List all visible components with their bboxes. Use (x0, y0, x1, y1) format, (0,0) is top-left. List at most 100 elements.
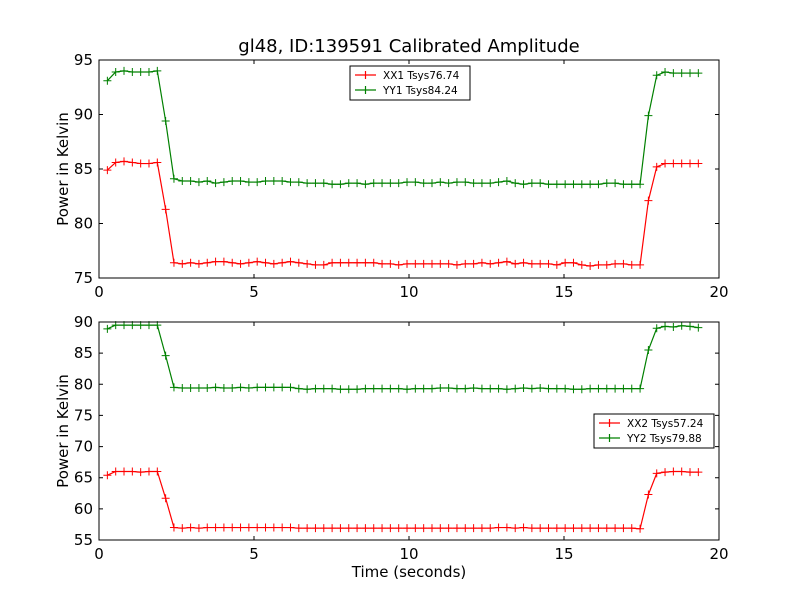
subplot-1: gl48, ID:139591 Calibrated Amplitude 0 5 10… (54, 36, 729, 301)
data-point (361, 180, 370, 189)
data-point (386, 524, 395, 533)
data-point (269, 176, 278, 185)
data-point (652, 162, 661, 171)
data-point (278, 258, 287, 267)
data-point (378, 179, 387, 188)
data-point (178, 524, 187, 533)
data-point (661, 159, 670, 168)
data-point (477, 384, 486, 393)
data-point (236, 523, 245, 532)
y-tick-label: 95 (74, 51, 93, 69)
data-point (311, 260, 320, 269)
data-point (328, 384, 337, 393)
data-point (636, 524, 645, 533)
data-point (586, 262, 595, 271)
data-point (228, 176, 237, 185)
y-tick-label: 60 (74, 500, 93, 518)
data-point (261, 176, 270, 185)
data-point (486, 524, 495, 533)
data-point (253, 257, 262, 266)
y-tick-label: 85 (74, 160, 93, 178)
data-point (644, 196, 653, 205)
data-point (669, 159, 678, 168)
data-point (502, 523, 511, 532)
data-point (336, 258, 345, 267)
data-point (169, 523, 178, 532)
data-point (120, 157, 129, 166)
data-point (644, 111, 653, 120)
data-point (569, 180, 578, 189)
data-point (477, 524, 486, 533)
data-point (686, 159, 695, 168)
data-point (419, 179, 428, 188)
data-point (611, 524, 620, 533)
data-point (511, 384, 520, 393)
data-point (403, 178, 412, 187)
y-axis-label: Power in Kelvin (54, 112, 72, 226)
data-point (244, 523, 253, 532)
data-point (219, 178, 228, 187)
data-point (361, 384, 370, 393)
data-point (136, 67, 145, 76)
data-point (178, 176, 187, 185)
y-tick-label: 80 (74, 215, 93, 233)
data-point (511, 179, 520, 188)
data-point (344, 524, 353, 533)
data-point (186, 176, 195, 185)
y-tick-label: 75 (74, 269, 93, 287)
data-point (644, 490, 653, 499)
data-point (502, 257, 511, 266)
data-point (419, 524, 428, 533)
data-point (586, 524, 595, 533)
data-point (561, 258, 570, 267)
legend: XX1 Tsys76.74 YY1 Tsys84.24 (349, 65, 471, 101)
data-point (169, 383, 178, 392)
data-point (677, 159, 686, 168)
data-point (161, 205, 170, 214)
data-point (319, 260, 328, 269)
data-point (353, 524, 362, 533)
x-tick-label: 15 (554, 545, 573, 563)
data-point (303, 259, 312, 268)
data-point (228, 384, 237, 393)
data-point (661, 322, 670, 331)
data-point (619, 180, 628, 189)
data-point (627, 524, 636, 533)
data-point (519, 258, 528, 267)
data-point (527, 524, 536, 533)
data-point (286, 383, 295, 392)
legend-label: XX1 Tsys76.74 (383, 70, 460, 82)
y-tick-label: 70 (74, 438, 93, 456)
data-point (344, 385, 353, 394)
y-tick-label: 65 (74, 469, 93, 487)
data-point (444, 179, 453, 188)
data-point (694, 69, 703, 78)
data-point (153, 467, 162, 476)
data-point (194, 384, 203, 393)
data-point (336, 385, 345, 394)
data-point (178, 259, 187, 268)
data-point (477, 179, 486, 188)
chart-title: gl48, ID:139591 Calibrated Amplitude (238, 36, 579, 57)
data-point (236, 383, 245, 392)
data-point (611, 179, 620, 188)
data-point (552, 260, 561, 269)
data-point (611, 384, 620, 393)
data-point (103, 324, 112, 333)
data-point (394, 384, 403, 393)
data-point (544, 524, 553, 533)
series-line-xx1 (106, 160, 699, 267)
data-point (219, 384, 228, 393)
data-point (452, 384, 461, 393)
data-point (228, 258, 237, 267)
data-point (128, 158, 137, 167)
data-point (261, 383, 270, 392)
data-point (686, 468, 695, 477)
data-point (619, 524, 628, 533)
data-point (602, 260, 611, 269)
data-point (577, 180, 586, 189)
data-point (403, 524, 412, 533)
data-point (686, 69, 695, 78)
data-point (436, 524, 445, 533)
data-point (536, 179, 545, 188)
